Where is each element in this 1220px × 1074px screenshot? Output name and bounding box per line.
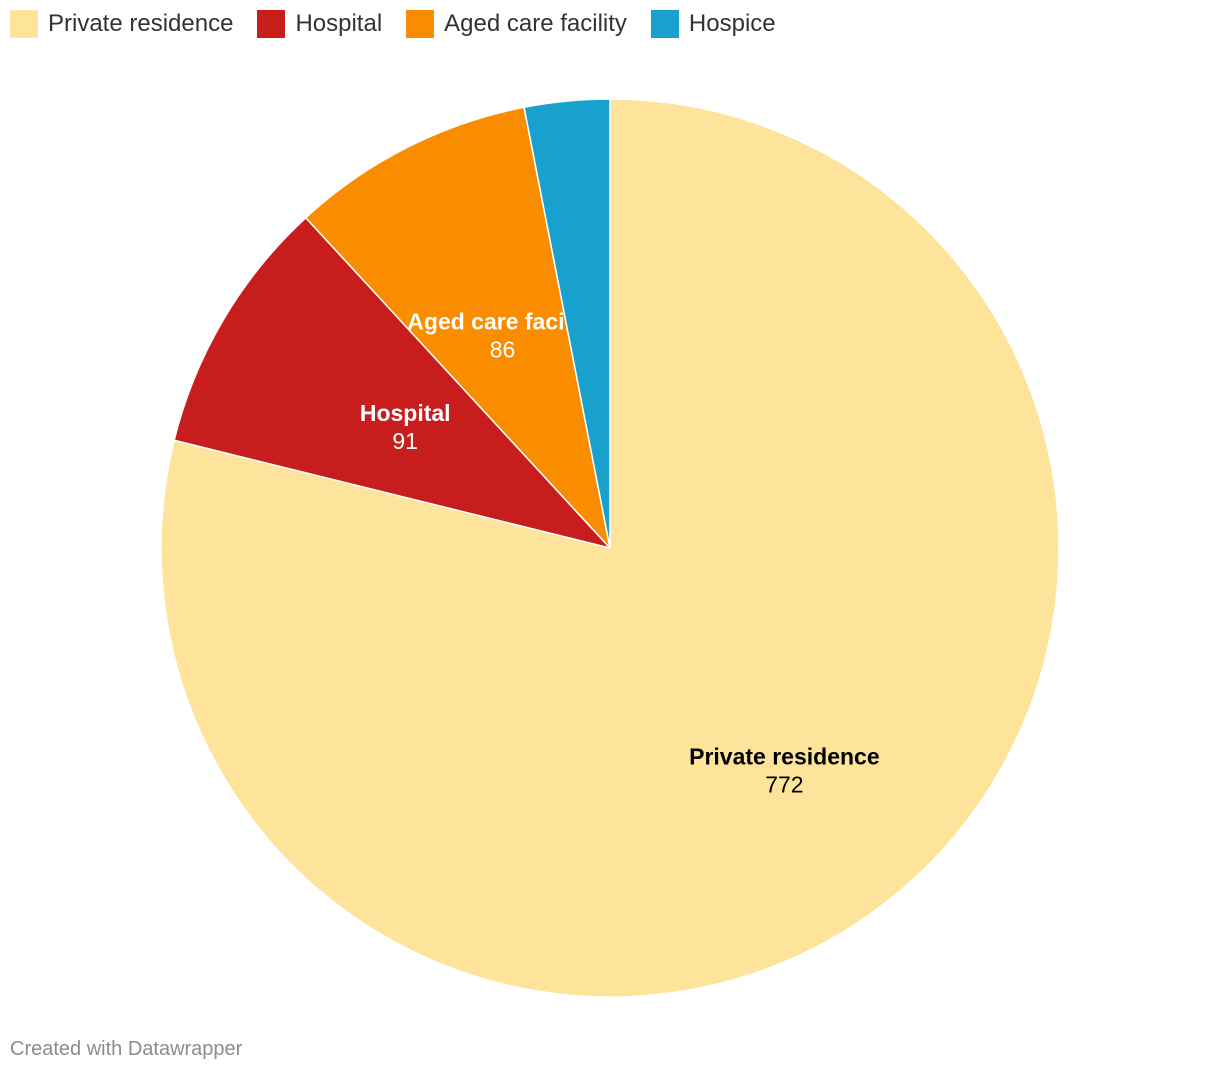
legend-item-aged-care-facility: Aged care facility — [406, 10, 627, 38]
footer-credit: Created with Datawrapper — [10, 1038, 243, 1060]
legend-item-hospital: Hospital — [257, 10, 382, 38]
slice-label-private-residence: Private residence — [689, 744, 880, 770]
slice-value-aged-care-facility: 86 — [490, 337, 516, 363]
legend-item-private-residence: Private residence — [10, 10, 233, 38]
legend-swatch-hospice — [650, 10, 679, 38]
slice-value-hospital: 91 — [392, 428, 418, 454]
legend-label-hospital: Hospital — [295, 10, 383, 37]
legend: Private residence Hospital Aged care fac… — [10, 8, 800, 40]
slice-label-hospital: Hospital — [360, 400, 451, 426]
slice-value-private-residence: 772 — [765, 772, 803, 798]
legend-item-hospice: Hospice — [650, 10, 776, 38]
legend-swatch-aged-care-facility — [406, 10, 435, 38]
legend-label-aged-care-facility: Aged care facility — [444, 10, 627, 37]
legend-label-hospice: Hospice — [688, 10, 776, 37]
pie-slice-hospice — [523, 98, 611, 549]
legend-swatch-hospital — [257, 10, 286, 38]
pie-slice-aged-care-facility — [305, 106, 611, 549]
pie-slice-hospital — [173, 217, 611, 549]
legend-swatch-private-residence — [10, 10, 38, 38]
legend-label-private-residence: Private residence — [48, 10, 234, 37]
